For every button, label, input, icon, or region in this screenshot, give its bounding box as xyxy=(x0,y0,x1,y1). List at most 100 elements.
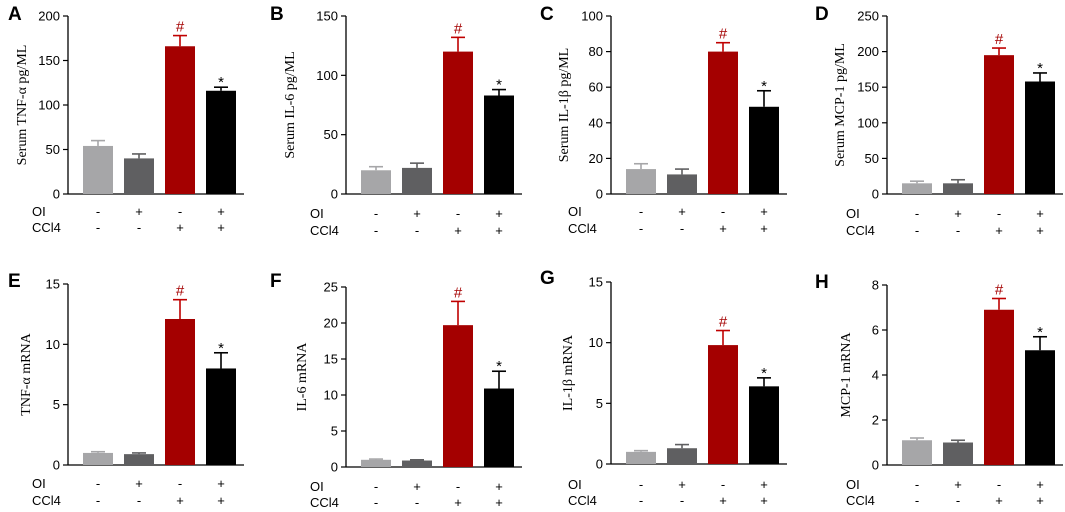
y-tick-label: 200 xyxy=(857,44,879,59)
y-axis-label: Serum TNF-α pg/ML xyxy=(15,45,30,166)
bar-ccl4 xyxy=(165,46,195,195)
condition-sign: + xyxy=(1036,477,1044,492)
condition-sign: - xyxy=(96,220,100,235)
condition-sign: + xyxy=(678,204,686,219)
significance-hash: # xyxy=(454,284,463,301)
y-tick-label: 2 xyxy=(872,413,879,428)
condition-sign: + xyxy=(954,206,962,221)
bar-ccl4 xyxy=(708,345,738,464)
bar-ccl4 xyxy=(443,325,473,467)
y-tick-label: 0 xyxy=(596,457,603,472)
condition-sign: + xyxy=(135,204,143,219)
condition-label-ccl4: CCl4 xyxy=(846,493,875,508)
condition-sign: + xyxy=(1036,493,1044,508)
condition-sign: - xyxy=(96,476,100,491)
y-tick-label: 150 xyxy=(316,9,338,24)
panel-letter: E xyxy=(8,271,21,292)
bar-oi xyxy=(667,174,697,194)
condition-sign: + xyxy=(495,479,503,494)
y-tick-label: 5 xyxy=(53,397,60,412)
y-tick-label: 100 xyxy=(581,9,603,24)
bar-ccl4 xyxy=(984,309,1014,465)
bar-oi-ccl4 xyxy=(484,388,514,467)
condition-sign: + xyxy=(995,493,1003,508)
y-axis-label: Serum MCP-1 pg/ML xyxy=(833,43,848,167)
condition-label-ccl4: CCl4 xyxy=(32,493,61,508)
condition-sign: + xyxy=(1036,206,1044,221)
y-tick-label: 0 xyxy=(331,460,338,475)
y-tick-label: 25 xyxy=(324,280,338,295)
panel-d: D 0 50 100 150 200 250 Serum MCP-1 pg/ML # * OI - + -… xyxy=(815,4,1063,238)
y-tick-label: 5 xyxy=(331,424,338,439)
condition-sign: - xyxy=(178,204,182,219)
condition-label-oi: OI xyxy=(568,204,582,219)
condition-sign: + xyxy=(1036,223,1044,238)
bar-oi-ccl4 xyxy=(1025,81,1055,194)
condition-sign: + xyxy=(495,223,503,238)
bar-ccl4 xyxy=(708,51,738,194)
y-tick-label: 4 xyxy=(872,368,879,383)
y-tick-label: 100 xyxy=(857,115,879,130)
y-axis-label: IL-6 mRNA xyxy=(295,342,310,412)
condition-sign: - xyxy=(997,206,1001,221)
bar-oi-ccl4 xyxy=(206,368,236,465)
significance-hash: # xyxy=(719,26,728,43)
bar-control xyxy=(902,440,932,465)
condition-sign: - xyxy=(96,493,100,508)
significance-star: * xyxy=(496,77,502,94)
y-tick-label: 40 xyxy=(589,115,603,130)
bar-oi-ccl4 xyxy=(1025,350,1055,465)
y-tick-label: 0 xyxy=(872,458,879,473)
condition-sign: + xyxy=(413,206,421,221)
condition-sign: - xyxy=(639,493,643,508)
significance-star: * xyxy=(1037,60,1043,77)
condition-sign: - xyxy=(639,477,643,492)
bar-oi xyxy=(402,167,432,194)
bar-oi-ccl4 xyxy=(484,95,514,194)
significance-hash: # xyxy=(719,314,728,331)
y-tick-label: 0 xyxy=(331,187,338,202)
condition-sign: + xyxy=(995,223,1003,238)
y-tick-label: 50 xyxy=(324,127,338,142)
condition-sign: - xyxy=(915,477,919,492)
y-tick-label: 0 xyxy=(53,187,60,202)
bar-oi xyxy=(943,442,973,465)
bar-ccl4 xyxy=(984,55,1014,194)
condition-sign: + xyxy=(760,493,768,508)
condition-sign: + xyxy=(217,220,225,235)
y-tick-label: 100 xyxy=(38,98,60,113)
y-tick-label: 250 xyxy=(857,9,879,24)
bar-oi-ccl4 xyxy=(749,106,779,194)
bar-oi xyxy=(124,454,154,465)
condition-sign: - xyxy=(137,220,141,235)
condition-sign: + xyxy=(135,476,143,491)
condition-sign: + xyxy=(495,495,503,510)
condition-sign: - xyxy=(639,204,643,219)
condition-label-oi: OI xyxy=(310,206,324,221)
bar-control xyxy=(902,183,932,194)
condition-label-oi: OI xyxy=(568,477,582,492)
condition-sign: - xyxy=(415,495,419,510)
significance-star: * xyxy=(1037,324,1043,341)
condition-sign: + xyxy=(954,477,962,492)
bar-oi xyxy=(943,183,973,194)
y-tick-label: 20 xyxy=(324,316,338,331)
condition-sign: - xyxy=(96,204,100,219)
y-tick-label: 0 xyxy=(596,187,603,202)
y-tick-label: 15 xyxy=(46,277,60,292)
y-axis-label: IL-1β mRNA xyxy=(561,334,576,411)
bar-control xyxy=(626,169,656,194)
condition-sign: + xyxy=(719,221,727,236)
panel-b: B 0 50 100 150 Serum IL-6 pg/ML # * OI - + - + CCl4 - -… xyxy=(270,4,522,238)
condition-sign: - xyxy=(639,221,643,236)
condition-sign: - xyxy=(456,206,460,221)
y-tick-label: 200 xyxy=(38,9,60,24)
condition-sign: + xyxy=(760,204,768,219)
significance-hash: # xyxy=(176,283,185,300)
condition-label-oi: OI xyxy=(846,206,860,221)
significance-hash: # xyxy=(454,20,463,37)
